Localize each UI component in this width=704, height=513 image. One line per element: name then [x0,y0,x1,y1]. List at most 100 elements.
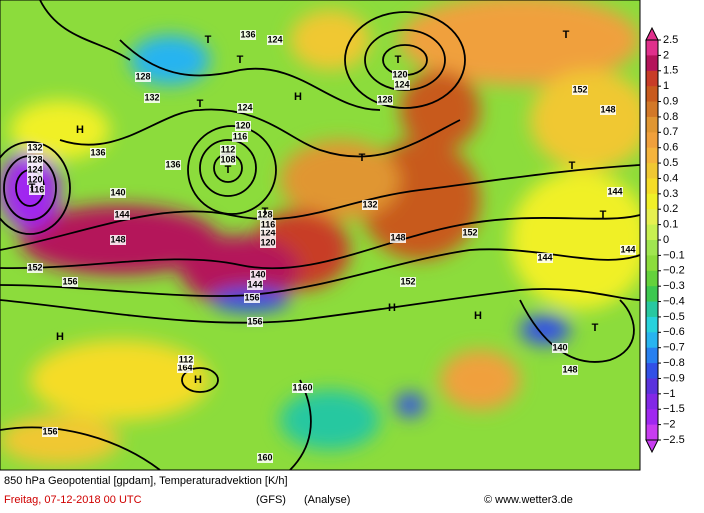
colorbar-segment [646,363,658,379]
label-bg [260,228,276,238]
label-bg [267,35,283,45]
pressure-center: T [592,322,599,334]
colorbar-tick-label: 0.9 [663,95,678,107]
contour-label: 152 [462,227,477,237]
pressure-center: T [359,152,366,164]
colorbar-tick-label: 0.5 [663,157,678,169]
label-bg [27,155,43,165]
contour-label: 144 [607,186,622,196]
label-bg [110,188,126,198]
pressure-center: T [262,206,269,218]
contour-label: 124 [27,164,42,174]
contour-label: 120 [392,69,407,79]
contour-label: 128 [377,94,392,104]
contour-label: 156 [62,276,77,286]
label-bg [377,95,393,105]
contour-label: 148 [562,364,577,374]
label-bg [257,453,273,463]
colorbar-segment [646,209,658,226]
contour-label: 136 [165,159,180,169]
colorbar-tick-label: −1.5 [663,403,685,415]
colorbar-tick-label: −0.2 [663,265,685,277]
pressure-center: H [56,331,64,343]
colorbar-segment [646,193,658,210]
contour-label: 152 [27,262,42,272]
contour-label: 132 [27,142,42,152]
colorbar-segment [646,255,658,272]
colorbar-segment [646,101,658,118]
label-bg [114,210,130,220]
contour-label: 160 [257,452,272,462]
pressure-center: T [197,98,204,110]
label-bg [220,155,236,165]
colorbar-segment [646,70,658,87]
colorbar-segment [646,163,658,179]
contour-label: 140 [110,187,125,197]
contour-label: 156 [42,426,57,436]
colorbar-tick-label: 0.2 [663,203,678,215]
pressure-center: T [569,160,576,172]
label-bg [240,30,256,40]
label-bg [177,363,193,373]
colorbar-segment [646,301,658,318]
pressure-center: H [388,302,396,314]
colorbar-segment [646,132,658,149]
contour-label: 144 [537,252,552,262]
colorbar-tick-label: −0.6 [663,326,685,338]
contour-label: 124 [237,102,252,112]
pressure-center: H [294,91,302,103]
contour-label: 132 [144,92,159,102]
colorbar-tick-label: 2 [663,49,669,61]
contour-label: 156 [244,292,259,302]
colorbar-segment [646,55,658,72]
label-bg [29,185,45,195]
contour-label: 116 [261,219,276,229]
label-bg [27,165,43,175]
contour-label: 140 [250,269,265,279]
colorbar-segment [646,240,658,256]
colorbar-segment [646,378,658,395]
colorbar-tick-label: −1 [663,388,676,400]
contours [0,0,640,470]
colorbar-segment [646,393,658,410]
label-bg [600,105,616,115]
contour-labels: 1321281241201161121081361401441481521561… [27,29,636,463]
contour-label: 160 [297,382,312,392]
pressure-center: H [76,124,84,136]
label-bg [235,121,251,131]
label-bg [620,245,636,255]
label-bg [250,270,266,280]
label-bg [90,148,106,158]
label-bg [247,317,263,327]
credit: © www.wetter3.de [484,494,573,506]
label-bg [392,70,408,80]
label-bg [537,253,553,263]
contour-label: 124 [267,34,282,44]
label-bg [390,233,406,243]
colorbar-tick-label: −0.1 [663,249,685,261]
colorbar-tick-label: −0.3 [663,280,685,292]
colorbar-tick-label: 2.5 [663,34,678,46]
contour-label: 128 [257,209,272,219]
colorbar-tick-label: −0.9 [663,372,685,384]
pressure-center: H [474,310,482,322]
label-bg [237,103,253,113]
contour-label: 148 [600,104,615,114]
colorbar: 2.5 2 1.5 1 0.9 0.8 0.7 0.6 0.5 0.4 0.3 0.2 0.1 0 −0.1… [645,26,685,454]
contour-label: 164 [177,362,192,372]
label-bg [42,427,58,437]
colorbar-segment [646,424,658,441]
contour-label: 136 [90,147,105,157]
label-bg [297,383,313,393]
label-bg [144,93,160,103]
colorbar-segment [646,116,658,133]
pressure-center: T [563,29,570,41]
colorbar-tick-label: −0.4 [663,295,685,307]
label-bg [27,263,43,273]
label-bg [362,200,378,210]
contour-label: 152 [400,276,415,286]
run: (Analyse) [304,494,350,506]
contour-label: 128 [135,71,150,81]
label-bg [607,187,623,197]
